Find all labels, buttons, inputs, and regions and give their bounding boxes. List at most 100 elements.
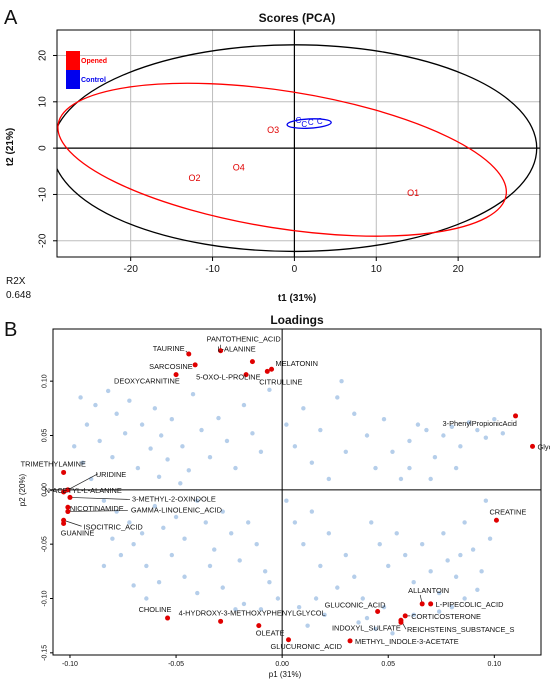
loading-point <box>407 465 412 471</box>
loading-point-highlighted <box>67 494 73 500</box>
y-tick-label: -20 <box>38 233 49 248</box>
loading-point <box>216 415 221 421</box>
loading-label: NICOTINAMIDE <box>70 504 124 513</box>
loading-label: CHOLINE <box>139 605 172 614</box>
loading-label: CORTICOSTERONE <box>411 612 481 621</box>
loading-point <box>352 574 357 579</box>
panel-a-letter: A <box>4 7 18 29</box>
loading-point <box>161 525 166 531</box>
loading-point <box>390 631 395 636</box>
loading-point <box>394 531 399 536</box>
legend-opened-swatch <box>66 51 80 70</box>
loading-point <box>229 531 234 536</box>
loading-point <box>458 552 463 558</box>
loading-point-highlighted <box>165 615 171 621</box>
score-point-control: C <box>301 120 307 129</box>
loading-point-highlighted <box>173 372 179 378</box>
loading-point <box>156 474 162 479</box>
loading-point <box>356 620 361 625</box>
label-leader-line <box>63 519 82 527</box>
loading-label: L-PIPECOLIC_ACID <box>436 600 504 609</box>
loading-label: METHYL_INDOLE-3-ACETATE <box>355 637 459 646</box>
loading-point <box>165 457 170 462</box>
label-leader-line <box>69 497 130 500</box>
loading-point-highlighted <box>243 372 249 378</box>
loading-point <box>441 433 446 438</box>
loading-point-highlighted <box>218 348 224 354</box>
label-leader-line <box>67 510 128 512</box>
loading-point-highlighted <box>402 613 408 619</box>
loading-point <box>258 449 264 454</box>
loading-point <box>305 623 310 628</box>
panel-a-title: Scores (PCA) <box>259 11 336 25</box>
confidence-ellipse-control <box>286 118 332 129</box>
loading-point <box>152 503 158 509</box>
x-tick-label: 20 <box>453 264 465 275</box>
loading-point <box>369 520 374 525</box>
loading-point <box>267 387 272 393</box>
confidence-ellipse-all <box>57 44 538 253</box>
loading-point <box>241 601 247 607</box>
loading-point <box>207 455 213 460</box>
loading-point-highlighted <box>192 362 198 368</box>
loading-label: GUANINE <box>61 529 95 538</box>
y-tick-label: 0.05 <box>41 429 48 443</box>
loading-point-highlighted <box>65 504 71 510</box>
loading-point <box>284 498 289 503</box>
loading-point <box>207 563 213 569</box>
loading-point <box>449 424 455 429</box>
loading-point <box>190 392 196 397</box>
loading-point <box>411 612 416 617</box>
loading-point <box>173 514 179 520</box>
loading-point <box>131 541 136 547</box>
loading-label: PANTOTHENIC_ACID <box>207 335 281 344</box>
loading-point <box>296 604 302 610</box>
loading-label: ALLANTOIN <box>408 586 449 595</box>
loading-point <box>127 398 132 403</box>
loading-point <box>203 520 208 525</box>
loading-point <box>487 536 493 541</box>
loading-point <box>445 558 450 563</box>
loading-label: 3-PhenylPropionicAcid <box>443 419 517 428</box>
scores-legend: Opened Control <box>66 51 107 89</box>
loading-label: URIDINE <box>96 470 126 479</box>
loadings-plot: -0.10 -0.05 0.00 0.05 0.10 -0.15 -0.10 -0.05 0.0… <box>21 328 550 668</box>
loading-point-highlighted <box>375 609 381 615</box>
loading-point <box>114 411 119 416</box>
loading-point <box>224 438 230 444</box>
loading-point <box>492 416 497 422</box>
loading-point <box>169 416 175 422</box>
loading-point <box>424 427 429 433</box>
loading-point-highlighted <box>256 623 262 629</box>
loading-point <box>326 476 332 482</box>
loading-point <box>284 422 289 427</box>
loading-point <box>159 433 164 438</box>
loading-point <box>453 574 459 579</box>
loading-point-highlighted <box>347 638 353 644</box>
y-tick-label: -0.05 <box>41 536 48 552</box>
loading-point <box>80 460 85 465</box>
panel-b-title: Loadings <box>270 313 324 327</box>
loading-point <box>72 444 77 449</box>
loading-point-highlighted <box>398 619 404 625</box>
loading-point-highlighted <box>61 521 67 527</box>
x-tick-label: -0.05 <box>168 661 184 668</box>
loading-point <box>373 626 378 632</box>
loading-label: TAURINE <box>153 344 185 353</box>
loading-point <box>466 420 472 425</box>
loading-point <box>186 468 191 473</box>
loading-point <box>267 579 272 585</box>
loading-point <box>156 579 162 585</box>
loading-point <box>110 455 115 460</box>
loading-point <box>101 563 107 569</box>
loading-point <box>313 596 319 601</box>
loading-point-highlighted <box>218 618 224 624</box>
loading-point <box>364 433 370 438</box>
loading-point <box>144 596 149 601</box>
loading-point-highlighted <box>65 509 71 515</box>
loading-point <box>262 569 268 574</box>
loading-point <box>428 569 433 574</box>
loading-label: L-ALANINE <box>217 345 255 354</box>
loading-point <box>182 574 187 579</box>
